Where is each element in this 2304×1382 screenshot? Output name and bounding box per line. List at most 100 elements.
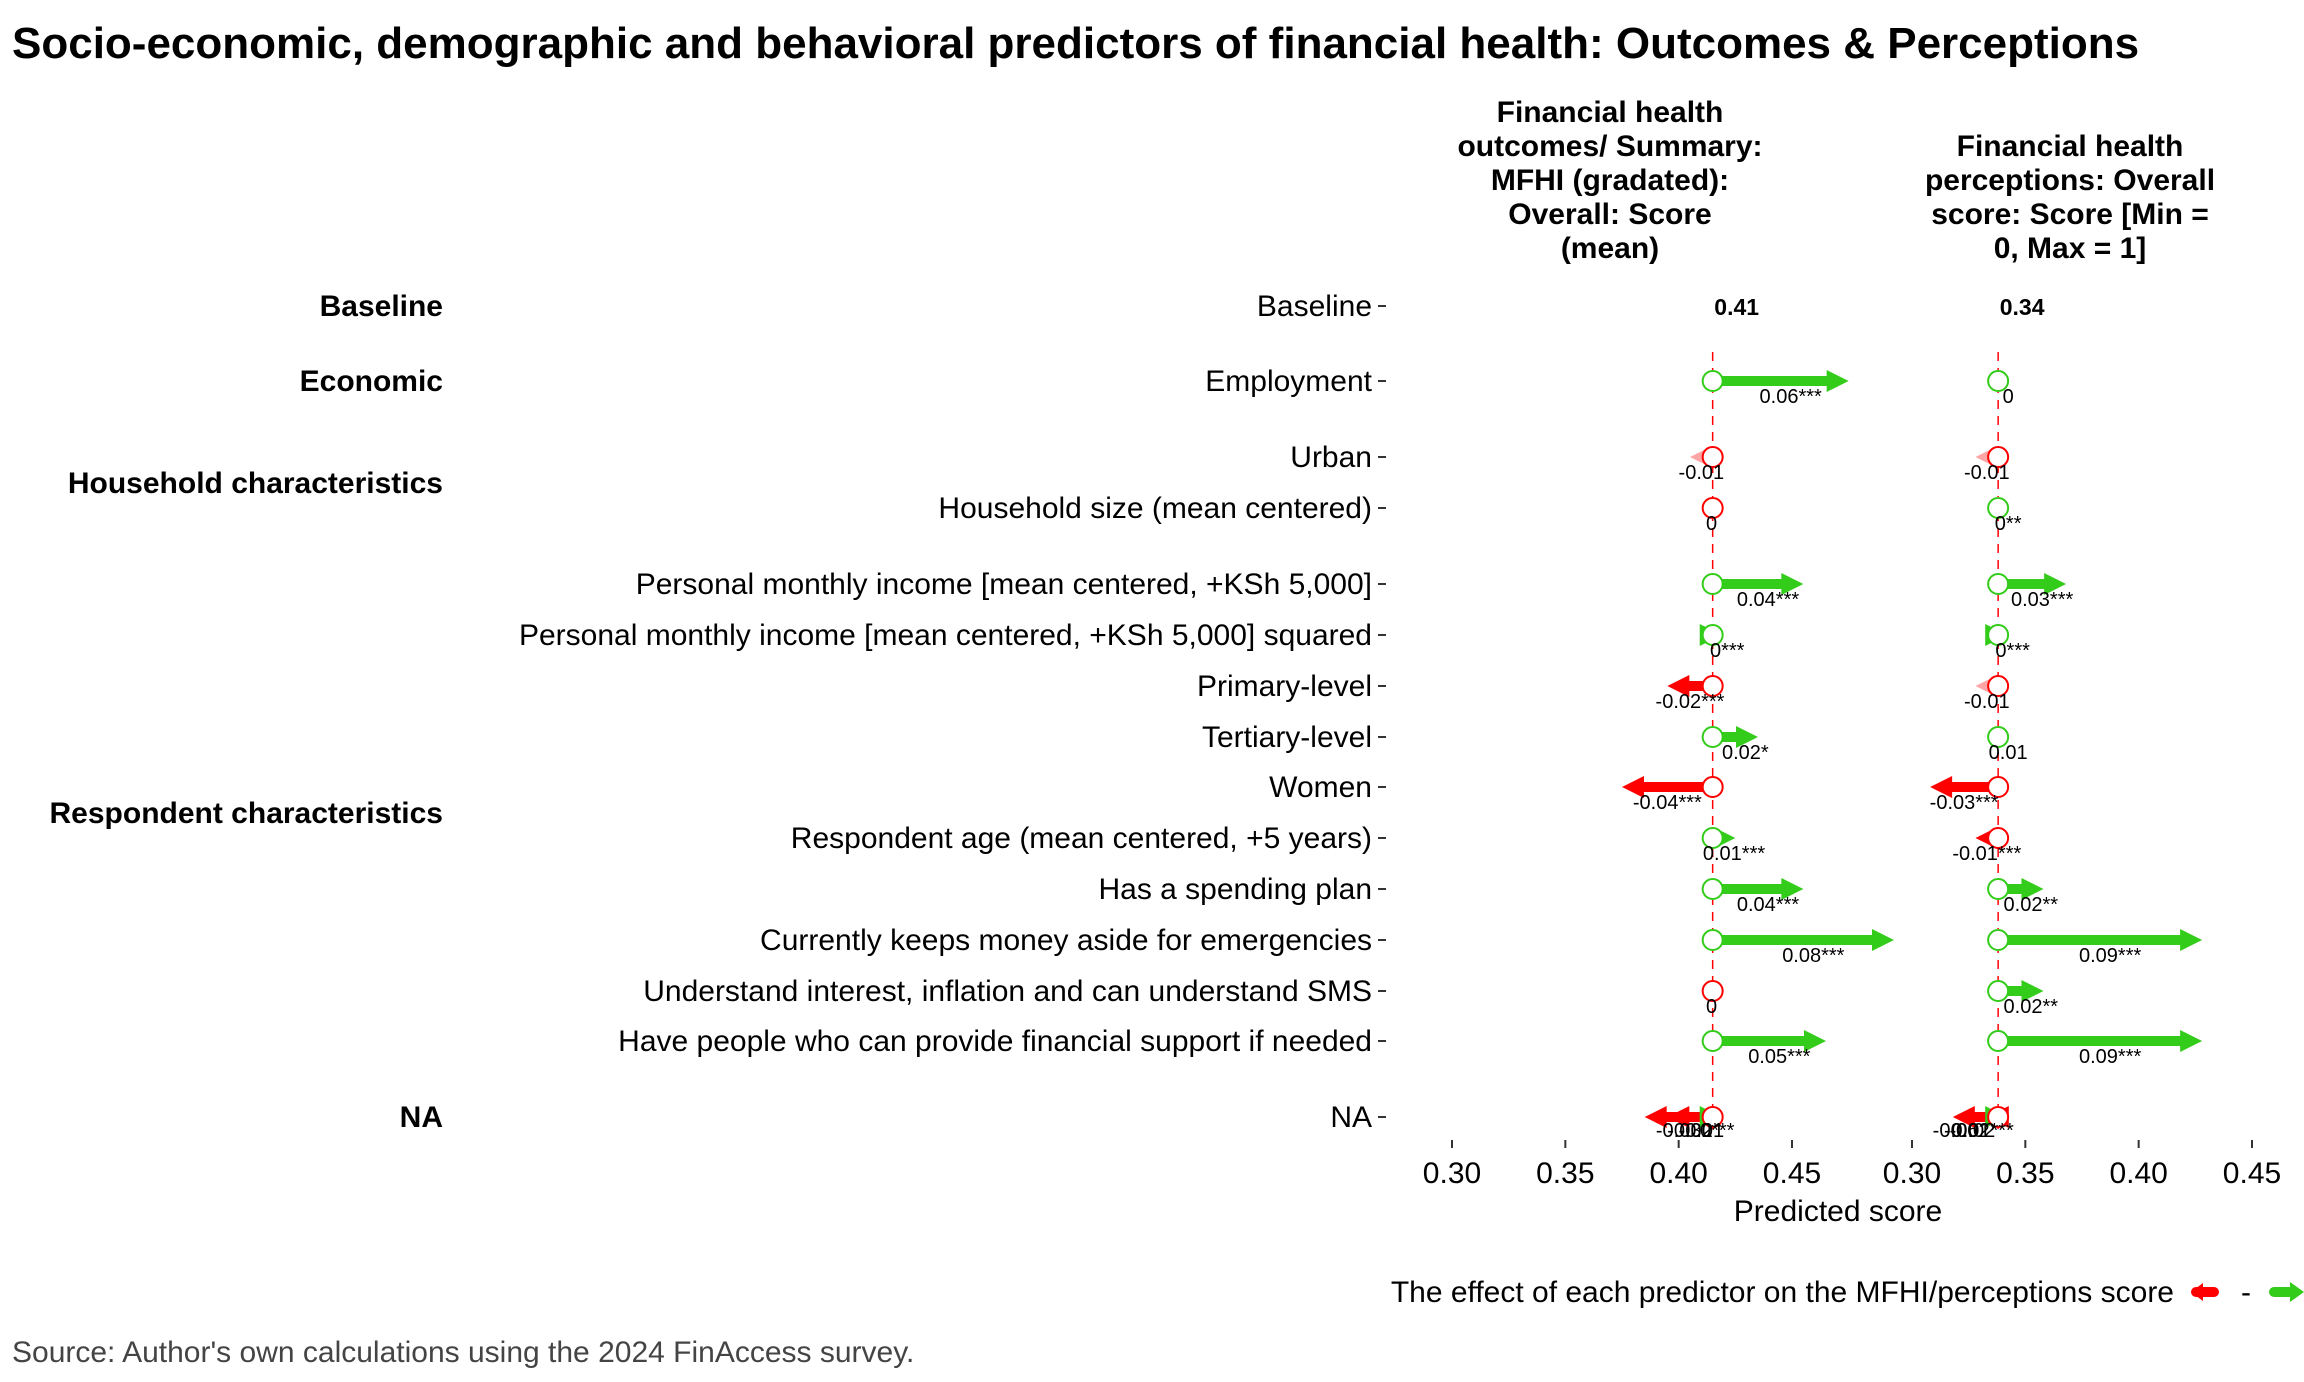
- row-label-women: Women: [1269, 771, 1372, 804]
- x-axis-2: 0.30 0.35 0.40 0.45: [1883, 1140, 2281, 1190]
- group-label-respondent-characteristics: Respondent characteristics: [50, 797, 443, 830]
- baseline-point: [1701, 980, 1724, 1002]
- x-tick-label: 0.40: [1649, 1157, 1707, 1190]
- baseline-point: [1701, 446, 1724, 468]
- row-label-have-people-who-can-provide-financial-support-if-needed: Have people who can provide financial su…: [618, 1025, 1372, 1058]
- value-label-employment: 0: [2003, 386, 2014, 408]
- value-label-household-size-mean-centered: 0: [1706, 513, 1717, 535]
- value-label-women: -0.04***: [1633, 792, 1702, 814]
- na-value-label: -0.02: [1944, 1120, 1990, 1142]
- effect-arrowhead: [1826, 370, 1849, 392]
- group-label-household-characteristics: Household characteristics: [68, 467, 443, 500]
- effect-arrowhead: [1930, 776, 1953, 798]
- baseline-point: [1987, 497, 2010, 519]
- effect-personal-monthly-income-mean-centered-ksh-5-000: [1712, 573, 1804, 595]
- baseline-point: [1987, 726, 2010, 748]
- value-label-currently-keeps-money-aside-for-emergencies: 0.09***: [2079, 945, 2141, 967]
- baseline-point: [1987, 878, 2010, 900]
- x-tick-label: 0.30: [1883, 1157, 1941, 1190]
- value-label-urban: -0.01: [1964, 462, 2010, 484]
- baseline-point: [1987, 624, 2010, 646]
- panel-title-1: Financial health outcomes/ Summary: MFHI (…: [1457, 96, 1762, 265]
- baseline-point: [1701, 573, 1724, 595]
- baseline-point: [1701, 878, 1724, 900]
- legend-negative-arrow-icon: [2191, 1283, 2219, 1301]
- effect-arrowhead: [1952, 1106, 1975, 1128]
- baseline-point: [1987, 573, 2010, 595]
- baseline-point: [1987, 827, 2010, 849]
- value-label-household-size-mean-centered: 0**: [1995, 513, 2022, 535]
- effect-arrowhead: [1736, 726, 1758, 748]
- source-caption: Source: Author's own calculations using …: [12, 1336, 914, 1369]
- baseline-point: [1987, 446, 2010, 468]
- value-label-currently-keeps-money-aside-for-emergencies: 0.08***: [1782, 945, 1844, 967]
- effect-arrowhead: [2021, 980, 2044, 1002]
- baseline-point: [1701, 827, 1724, 849]
- na-baseline-point: [1701, 1106, 1724, 1128]
- value-label-personal-monthly-income-mean-centered-ksh-5-000: 0.04***: [1737, 589, 1799, 611]
- group-label-economic: Economic: [300, 365, 443, 398]
- value-label-respondent-age-mean-centered-5-years: 0.01***: [1703, 843, 1765, 865]
- row-label-has-a-spending-plan: Has a spending plan: [1098, 873, 1372, 906]
- baseline-point: [1701, 624, 1724, 646]
- baseline-point: [1987, 675, 2010, 697]
- baseline-point: [1987, 980, 2010, 1002]
- baseline-point: [1701, 776, 1724, 798]
- panel-1: 0.41 0.06*** -0.01 0 0.04*** 0*** -0.02*** 0.02…: [1622, 294, 1894, 1142]
- x-tick-label: 0.30: [1423, 1157, 1481, 1190]
- row-label-understand-interest-inflation-and-can-understand-sms: Understand interest, inflation and can u…: [643, 975, 1372, 1008]
- effect-arrowhead: [2180, 929, 2203, 951]
- row-label-currently-keeps-money-aside-for-emergencies: Currently keeps money aside for emergenc…: [760, 924, 1372, 957]
- effect-arrowhead: [1667, 1106, 1690, 1128]
- effect-have-people-who-can-provide-financial-support-if-needed: [1712, 1030, 1826, 1052]
- effect-women: [1622, 776, 1713, 798]
- value-label-women: -0.03***: [1930, 792, 1999, 814]
- value-label-urban: -0.01: [1679, 462, 1725, 484]
- value-label-respondent-age-mean-centered-5-years: -0.01***: [1952, 843, 2021, 865]
- legend: The effect of each predictor on the MFHI…: [1391, 1276, 2304, 1309]
- group-label-na: NA: [400, 1101, 443, 1134]
- group-label-baseline: Baseline: [320, 290, 443, 323]
- x-tick-label: 0.40: [2109, 1157, 2167, 1190]
- na-value-label: -0.01: [1679, 1120, 1725, 1142]
- value-label-employment: 0.06***: [1760, 386, 1822, 408]
- na-value-label: -0.06: [1933, 1120, 1979, 1142]
- effect-arrowhead: [1804, 1030, 1826, 1052]
- effect-arrowhead: [1872, 929, 1894, 951]
- row-label-personal-monthly-income-mean-centered-ksh-5-000-squared: Personal monthly income [mean centered, …: [519, 619, 1372, 652]
- row-label-urban: Urban: [1290, 441, 1372, 474]
- baseline-point: [1701, 726, 1724, 748]
- row-label-primary-level: Primary-level: [1197, 670, 1372, 703]
- value-label-tertiary-level: 0.01: [1989, 742, 2028, 764]
- baseline-point: [1701, 929, 1724, 951]
- na-baseline-point: [1987, 1106, 2010, 1128]
- baseline-point: [1987, 370, 2010, 392]
- value-label-has-a-spending-plan: 0.04***: [1737, 894, 1799, 916]
- effect-has-a-spending-plan: [1712, 878, 1804, 900]
- na-value-label: 0.01***: [1952, 1120, 2014, 1142]
- effect-have-people-who-can-provide-financial-support-if-needed: [1998, 1030, 2203, 1052]
- baseline-point: [1701, 675, 1724, 697]
- value-label-have-people-who-can-provide-financial-support-if-needed: 0.09***: [2079, 1046, 2141, 1068]
- panel-2: 0.34 0 -0.01 0** 0.03*** 0*** -0.01 0.01 -0.03**…: [1930, 294, 2203, 1142]
- row-label-baseline: Baseline: [1257, 290, 1372, 323]
- baseline-value: 0.34: [2000, 294, 2045, 320]
- baseline-point: [1987, 1030, 2010, 1052]
- effect-currently-keeps-money-aside-for-emergencies: [1998, 929, 2203, 951]
- effect-arrowhead: [1667, 675, 1690, 697]
- baseline-point: [1701, 370, 1724, 392]
- baseline-point: [1701, 497, 1724, 519]
- row-label-respondent-age-mean-centered-5-years: Respondent age (mean centered, +5 years): [791, 822, 1372, 855]
- x-tick-label: 0.45: [2223, 1157, 2281, 1190]
- x-axis-1: 0.30 0.35 0.40 0.45: [1423, 1140, 1821, 1190]
- baseline-point: [1701, 1030, 1724, 1052]
- legend-positive-arrow-icon: [2269, 1282, 2304, 1302]
- effect-arrowhead: [2021, 878, 2044, 900]
- effect-arrowhead: [2044, 573, 2067, 595]
- legend-label: The effect of each predictor on the MFHI…: [1391, 1276, 2174, 1309]
- panel-title-2: Financial health perceptions: Overall scor…: [1925, 130, 2215, 265]
- value-label-understand-interest-inflation-and-can-understand-sms: 0: [1706, 996, 1717, 1018]
- row-label-employment: Employment: [1205, 365, 1372, 398]
- value-label-primary-level: -0.02***: [1656, 691, 1725, 713]
